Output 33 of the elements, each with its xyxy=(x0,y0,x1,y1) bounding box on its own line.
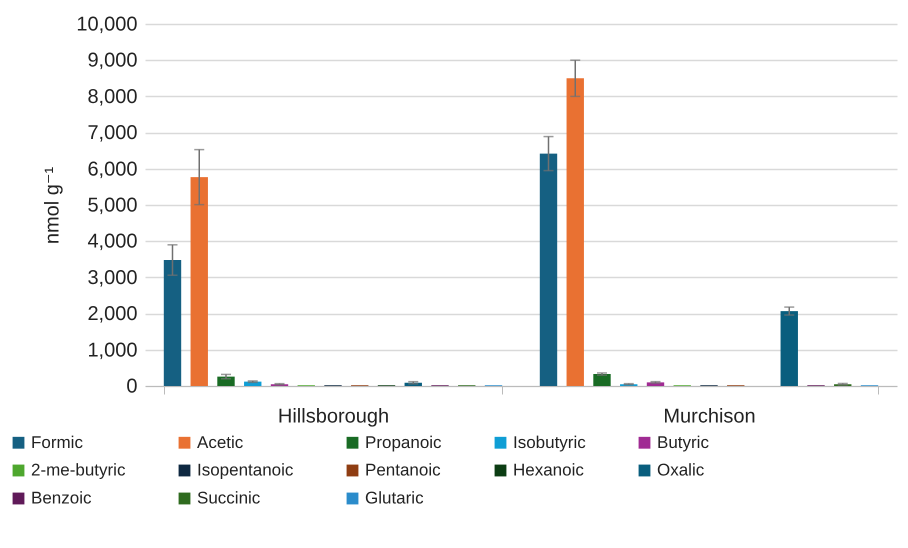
legend-label: Succinic xyxy=(197,488,261,508)
legend-label: Benzoic xyxy=(31,488,92,508)
y-tick-label: 9,000 xyxy=(87,50,138,72)
y-tick-label: 8,000 xyxy=(87,86,138,108)
x-tick-label: Hillsborough xyxy=(278,406,390,428)
legend-label: 2-me-butyric xyxy=(31,460,126,480)
legend-label: Isopentanoic xyxy=(197,460,294,480)
bar xyxy=(780,311,798,386)
bar xyxy=(190,177,208,386)
y-tick-label: 7,000 xyxy=(87,122,138,144)
legend-label: Pentanoic xyxy=(365,460,442,480)
legend-label: Butyric xyxy=(657,432,710,452)
y-tick-label: 1,000 xyxy=(87,339,138,362)
bar xyxy=(540,154,558,386)
bar xyxy=(164,260,182,386)
y-tick-label: 3,000 xyxy=(87,266,138,289)
legend-label: Propanoic xyxy=(365,432,442,452)
legend-label: Glutaric xyxy=(365,488,424,508)
legend-label: Oxalic xyxy=(657,460,705,480)
legend-label: Formic xyxy=(31,432,84,452)
x-tick-label: Murchison xyxy=(663,406,756,428)
bar xyxy=(566,78,584,386)
y-tick-label: 10,000 xyxy=(76,14,138,36)
legend-label: Isobutyric xyxy=(513,432,586,452)
legend-label: Hexanoic xyxy=(513,460,584,480)
y-tick-label: 2,000 xyxy=(87,303,138,326)
y-axis-title: nmol g⁻¹ xyxy=(41,166,64,244)
y-tick-label: 6,000 xyxy=(87,158,138,180)
bar xyxy=(593,374,611,386)
legend-label: Acetic xyxy=(197,432,244,452)
y-tick-label: 4,000 xyxy=(87,230,138,253)
y-tick-label: 0 xyxy=(126,376,138,398)
y-tick-label: 5,000 xyxy=(87,194,138,216)
